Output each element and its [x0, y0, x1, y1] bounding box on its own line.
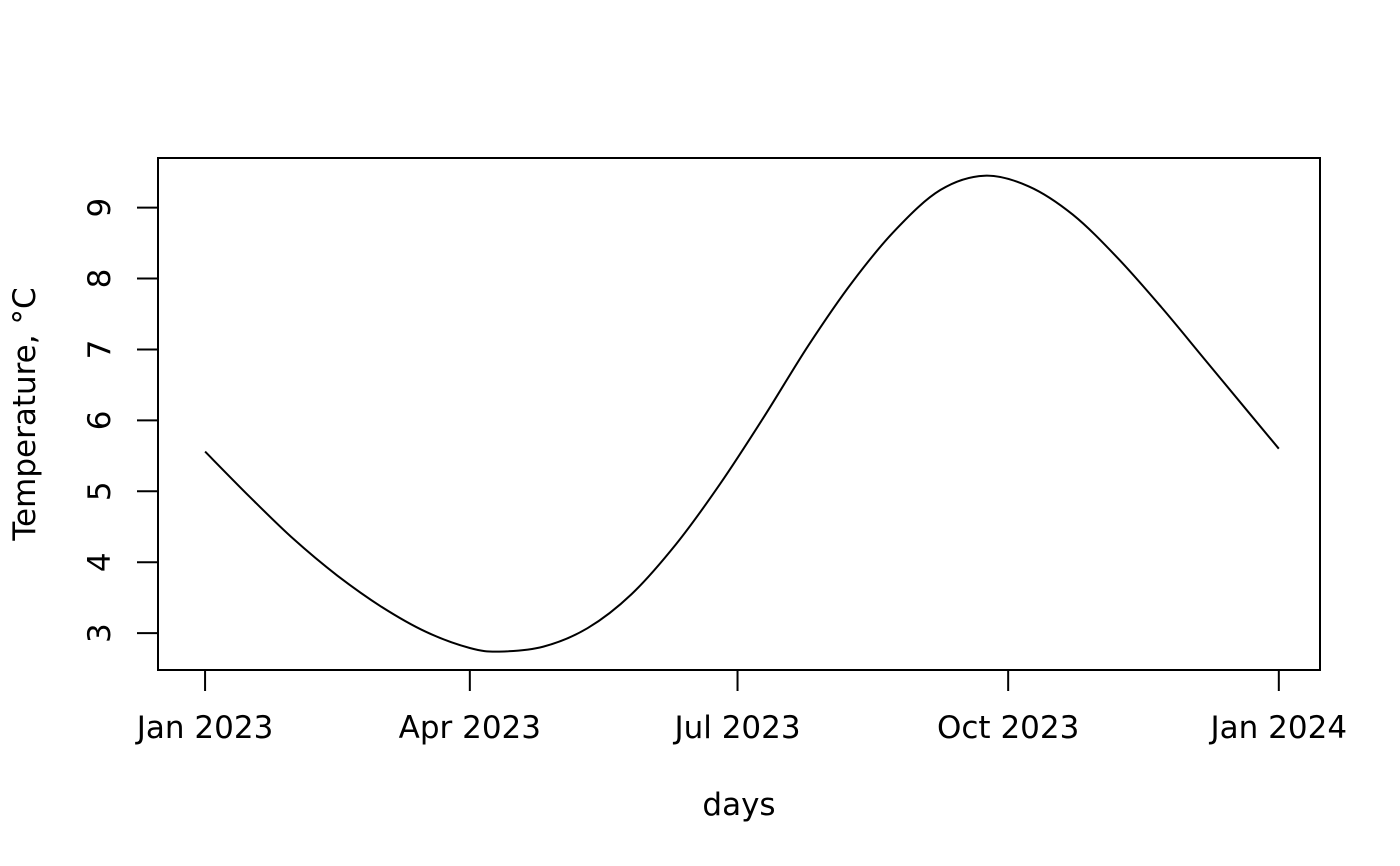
x-tick-label: Jan 2024: [1209, 710, 1348, 746]
series-line: [204, 174, 1280, 653]
y-tick-label: 8: [82, 269, 118, 289]
y-tick-label: 7: [82, 340, 118, 360]
x-tick-label: Apr 2023: [399, 710, 541, 746]
y-tick-label: 3: [82, 623, 118, 643]
y-axis: 3 4 5 6 7 8 9: [82, 198, 159, 643]
x-axis-label: days: [702, 787, 775, 823]
x-tick-label: Oct 2023: [937, 710, 1079, 746]
y-tick-label: 5: [82, 481, 118, 501]
y-tick-label: 6: [82, 411, 118, 431]
y-tick-label: 9: [82, 198, 118, 218]
x-tick-label: Jan 2023: [135, 710, 274, 746]
y-axis-label: Temperature, °C: [7, 287, 43, 541]
y-tick-label: 4: [82, 552, 118, 572]
plot-frame: [157, 157, 1321, 671]
x-axis: Jan 2023 Apr 2023 Jul 2023 Oct 2023 Jan 2024: [135, 669, 1348, 746]
x-tick-label: Jul 2023: [672, 710, 800, 746]
